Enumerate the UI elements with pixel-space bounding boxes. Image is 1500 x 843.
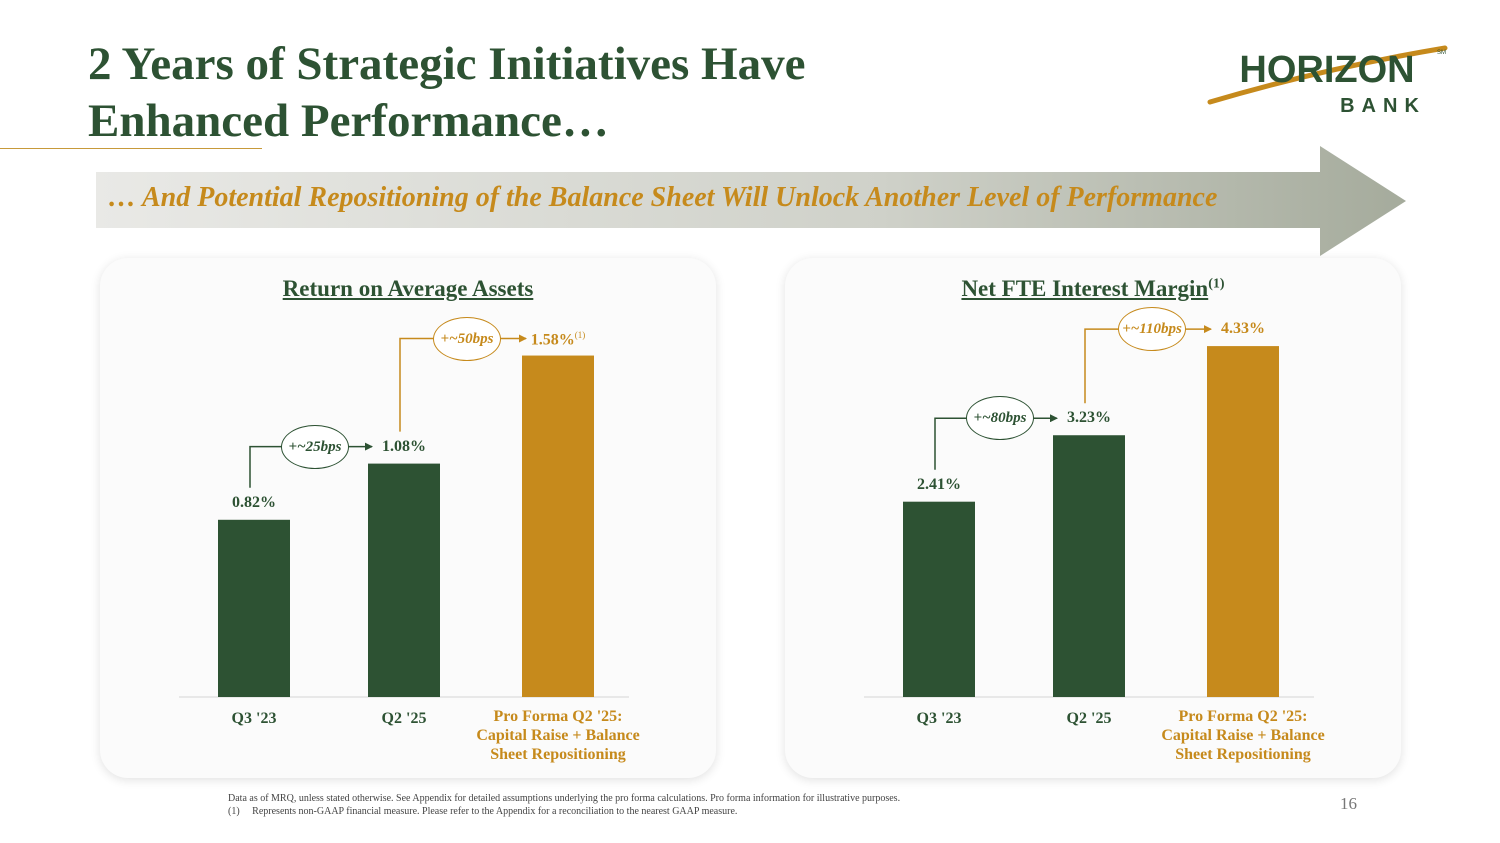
- change-badge-2: +~110bps: [1118, 307, 1186, 352]
- value-label-3: 1.58%(1): [530, 329, 586, 348]
- chart-panel-roaa: Return on Average Assets 0.82% Q3 '23 1.08…: [100, 258, 716, 778]
- slide-title-line2: Enhanced Performance…: [88, 95, 609, 147]
- value-label-1: 2.41%: [917, 475, 961, 493]
- category-label-2: Q2 '25: [381, 710, 427, 727]
- svg-text:HORIZON: HORIZON: [1239, 49, 1414, 91]
- category-label-3: Pro Forma Q2 '25: Capital Raise + Balance…: [1161, 708, 1325, 763]
- bar-1: [218, 519, 290, 697]
- value-label-2: 1.08%: [382, 437, 426, 455]
- change-badge-1: +~25bps: [281, 424, 349, 469]
- category-label-1: Q3 '23: [231, 710, 277, 727]
- change-badge-2: +~50bps: [433, 316, 501, 361]
- chart-roaa: [179, 334, 629, 698]
- bar-3: [522, 355, 594, 697]
- value-label-2: 3.23%: [1067, 409, 1111, 427]
- change-badge-1: +~80bps: [966, 396, 1034, 441]
- page-number: 16: [1340, 794, 1357, 813]
- banner-text: … And Potential Repositioning of the Bal…: [108, 182, 1218, 213]
- chart-title-roaa: Return on Average Assets: [282, 276, 534, 301]
- chart-title-nim: Net FTE Interest Margin(1): [961, 276, 1225, 301]
- bar-2: [368, 463, 440, 697]
- value-label-3: 4.33%: [1221, 320, 1265, 338]
- slide-title-line1: 2 Years of Strategic Initiatives Have: [88, 38, 806, 90]
- svg-text:BANK: BANK: [1340, 95, 1426, 117]
- bar-3: [1207, 346, 1279, 697]
- footnote: Data as of MRQ, unless stated otherwise.…: [228, 792, 900, 818]
- slide-title: 2 Years of Strategic Initiatives Have En…: [88, 36, 988, 150]
- footnote-line2: (1) Represents non-GAAP financial measur…: [228, 806, 738, 817]
- value-label-1: 0.82%: [232, 493, 276, 511]
- chart-nim: [864, 325, 1314, 698]
- title-underline-rule: [0, 148, 262, 149]
- category-label-1: Q3 '23: [916, 710, 962, 727]
- bar-1: [903, 501, 975, 697]
- category-label-2: Q2 '25: [1066, 710, 1112, 727]
- bar-2: [1053, 435, 1125, 697]
- footnote-line1: Data as of MRQ, unless stated otherwise.…: [228, 793, 901, 804]
- horizon-bank-logo-mark: HORIZON SM BANK: [1207, 45, 1448, 117]
- horizon-bank-logo: HORIZON SM BANK: [1205, 40, 1455, 125]
- banner-arrow: … And Potential Repositioning of the Bal…: [96, 146, 1406, 256]
- category-label-3: Pro Forma Q2 '25: Capital Raise + Balance…: [476, 708, 640, 763]
- chart-panel-nim: Net FTE Interest Margin(1) 2.41% Q3 '23 3.…: [785, 258, 1401, 778]
- svg-text:SM: SM: [1437, 50, 1446, 56]
- banner-arrow-shape: [96, 146, 1406, 256]
